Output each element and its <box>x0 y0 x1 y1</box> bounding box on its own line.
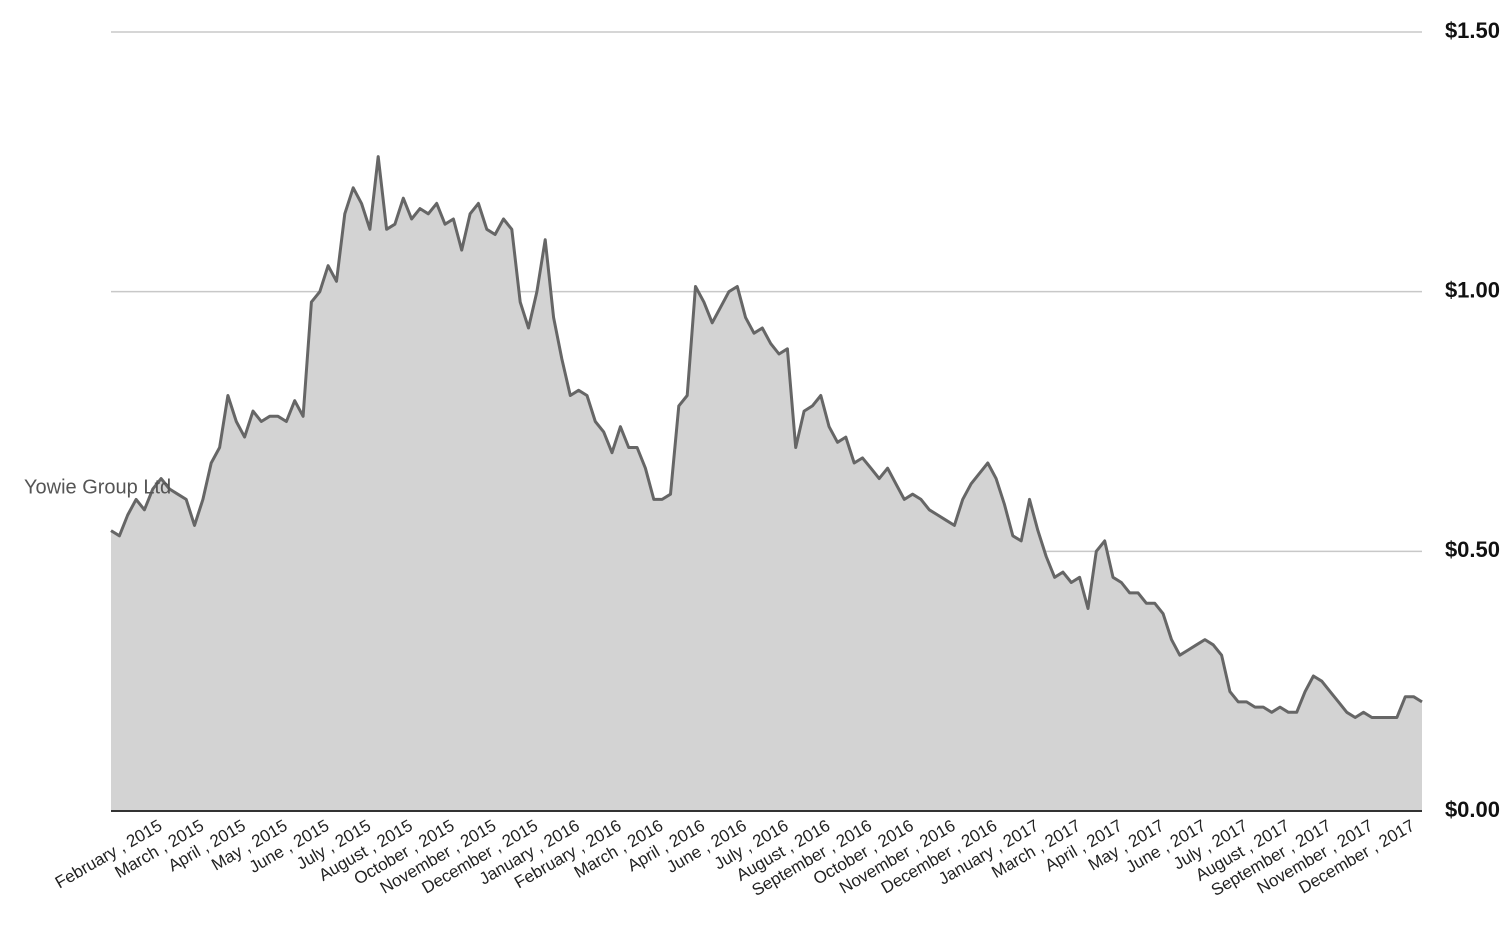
y-tick-label: $1.00 <box>1445 277 1500 302</box>
y-tick-label: $1.50 <box>1445 18 1500 43</box>
area-fill <box>111 156 1422 812</box>
y-tick-label: $0.50 <box>1445 537 1500 562</box>
series-label: Yowie Group Ltd <box>24 476 171 498</box>
area-line <box>110 155 1423 719</box>
y-tick-label: $0.00 <box>1445 797 1500 822</box>
